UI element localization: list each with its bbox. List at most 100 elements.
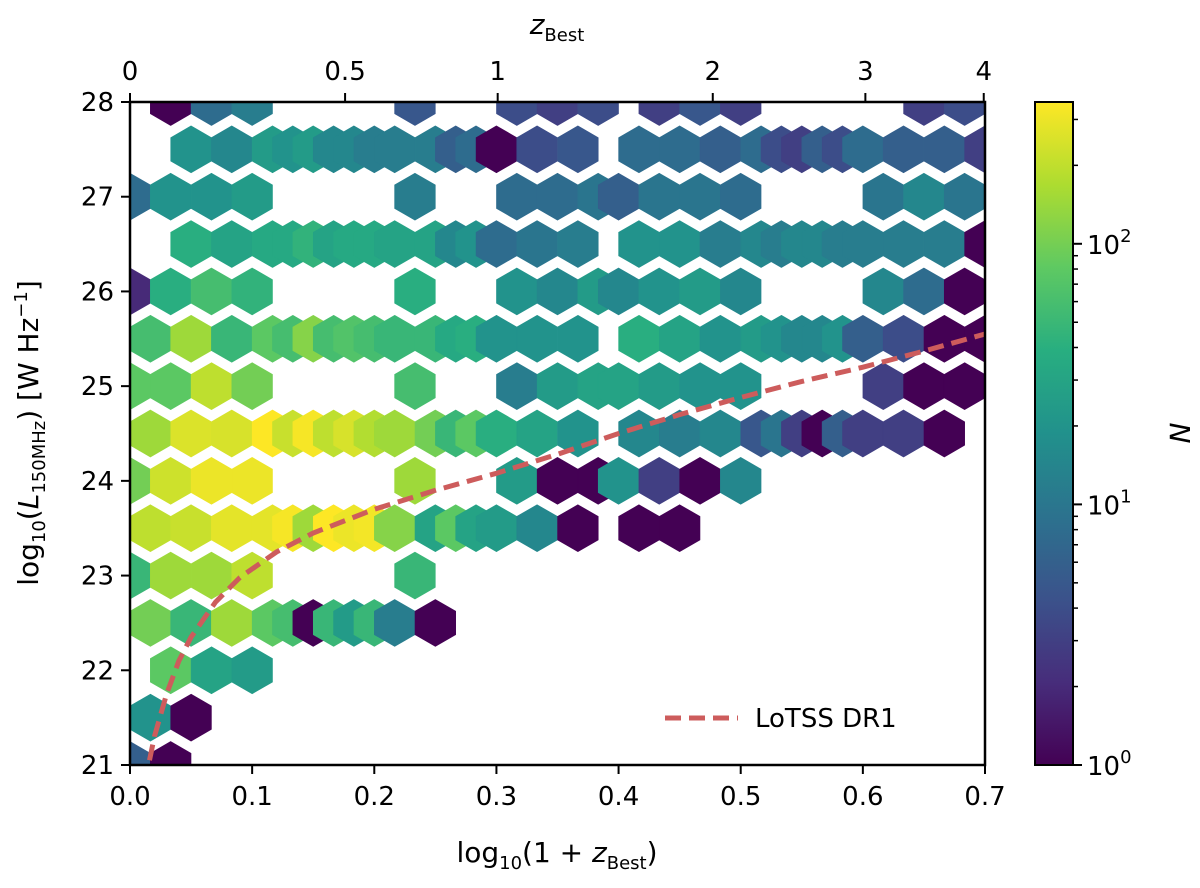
- hexbin-cell: [516, 409, 558, 458]
- hexbin-cell: [190, 172, 233, 221]
- top-x-tick-label: 1: [489, 57, 506, 87]
- x-tick-label: 0.6: [842, 782, 883, 812]
- hexbin-cell: [231, 172, 273, 221]
- colorbar-tick-label: 100: [1087, 747, 1132, 782]
- hexbin-cell: [496, 172, 538, 221]
- colorbar-gradient: [1034, 101, 1074, 766]
- top-x-tick-label: 2: [704, 57, 721, 87]
- hexbin-cell: [618, 504, 660, 553]
- hexbin-cell: [374, 31, 415, 78]
- hexbin-cell: [130, 599, 172, 647]
- hexbin-cell: [231, 362, 273, 410]
- y-tick-label: 23: [81, 562, 114, 592]
- hexbin-cell: [414, 599, 456, 647]
- hexbin-cell: [720, 172, 762, 221]
- hexbin-cell: [659, 220, 701, 268]
- series-line-lotss-dr1: [147, 331, 985, 761]
- hexbin-cell: [618, 125, 660, 174]
- hexbin-cell: [557, 314, 599, 363]
- hexbin-cell: [516, 125, 558, 174]
- hexbin-cell: [190, 551, 233, 600]
- hexbin-cell: [150, 457, 192, 505]
- hexbin-cell: [496, 102, 538, 126]
- hexbin-cell: [394, 102, 436, 126]
- y-tick-label: 24: [81, 467, 114, 497]
- hexbin-cell: [150, 551, 192, 600]
- hexbin-cell: [435, 31, 476, 78]
- hexbin-cell: [659, 125, 701, 174]
- hexbin-cell: [882, 409, 925, 458]
- hexbin-cell: [496, 362, 538, 410]
- hexbin-cell: [211, 31, 252, 78]
- hexbin-cell: [903, 362, 945, 410]
- x-tick-label: 0.0: [109, 782, 150, 812]
- hexbin-cell: [720, 457, 762, 505]
- hexbin-cell: [170, 504, 212, 553]
- y-tick-label: 28: [81, 88, 114, 118]
- hexbin-cell: [211, 599, 253, 647]
- top-x-tick-label: 4: [975, 57, 992, 87]
- hexbin-cell: [618, 409, 660, 458]
- hexbin-cell: [516, 220, 558, 268]
- hexbin-cell: [170, 220, 212, 268]
- hexbin-cell: [618, 220, 660, 268]
- hexbin-cell: [903, 172, 945, 221]
- hexbin-cell: [862, 267, 904, 316]
- hexbin-cell: [170, 409, 212, 458]
- hexbin-cell: [862, 362, 904, 410]
- plot-frame: [128, 100, 987, 767]
- colorbar-tick-label: 102: [1087, 226, 1132, 261]
- x-tick-label: 0.3: [476, 782, 517, 812]
- hexbin-cell: [395, 0, 436, 31]
- hexbin-cell: [577, 102, 619, 126]
- hexbin-cell: [863, 0, 904, 31]
- hexbin-cell: [130, 314, 172, 363]
- hexbin-cell: [232, 0, 273, 31]
- hexbin-cell: [699, 125, 741, 174]
- hexbin-cell: [638, 172, 680, 221]
- colorbar-label: N: [1163, 423, 1196, 444]
- hexbin-cell: [924, 31, 965, 78]
- hexbin-cell: [211, 125, 253, 174]
- hexbin-cell: [699, 220, 741, 268]
- top-x-tick-label: 3: [857, 57, 874, 87]
- hexbin-cell: [943, 102, 985, 126]
- hexbin-cell: [923, 220, 965, 268]
- hexbin-cell: [190, 102, 233, 126]
- top-x-tick-label: 0.5: [324, 57, 365, 87]
- hexbin-cell: [904, 0, 945, 31]
- hexbin-cell: [618, 314, 660, 363]
- colorbar: 100 101 102 N: [1034, 101, 1196, 782]
- x-tick-label: 0.4: [598, 782, 639, 812]
- hexbin-cell: [557, 125, 599, 174]
- hexbin-cell: [964, 125, 985, 174]
- hexbin-cell: [923, 125, 965, 174]
- hexbin-cell: [394, 457, 436, 505]
- hexbin-cell: [150, 267, 192, 316]
- hexbin-cell: [394, 267, 436, 316]
- y-tick-label: 21: [81, 751, 114, 781]
- hexbin-cell: [557, 220, 599, 268]
- hexbin-cell: [394, 551, 436, 600]
- hexbin-cell: [882, 220, 925, 268]
- hexbin-cell: [598, 0, 639, 31]
- hexbin-cell: [619, 31, 660, 78]
- hexbin-cell: [638, 102, 680, 126]
- x-tick-label: 0.1: [231, 782, 272, 812]
- hexbin-cell: [171, 31, 212, 78]
- hexbin-cell: [679, 267, 721, 316]
- hexbin-cell: [943, 172, 985, 221]
- x-tick-label: 0.5: [720, 782, 761, 812]
- legend-label: LoTSS DR1: [755, 704, 897, 734]
- hexbin-cell: [536, 362, 579, 410]
- hexbin-cell: [190, 267, 233, 316]
- hexbin-cell: [720, 267, 762, 316]
- hexbin-cell: [720, 0, 761, 31]
- hexbin-cell: [923, 314, 965, 363]
- hexbin-cell: [211, 314, 253, 363]
- hexbin-cell: [150, 362, 192, 410]
- hexbin-cell: [923, 409, 965, 458]
- hexbin-cell: [211, 220, 253, 268]
